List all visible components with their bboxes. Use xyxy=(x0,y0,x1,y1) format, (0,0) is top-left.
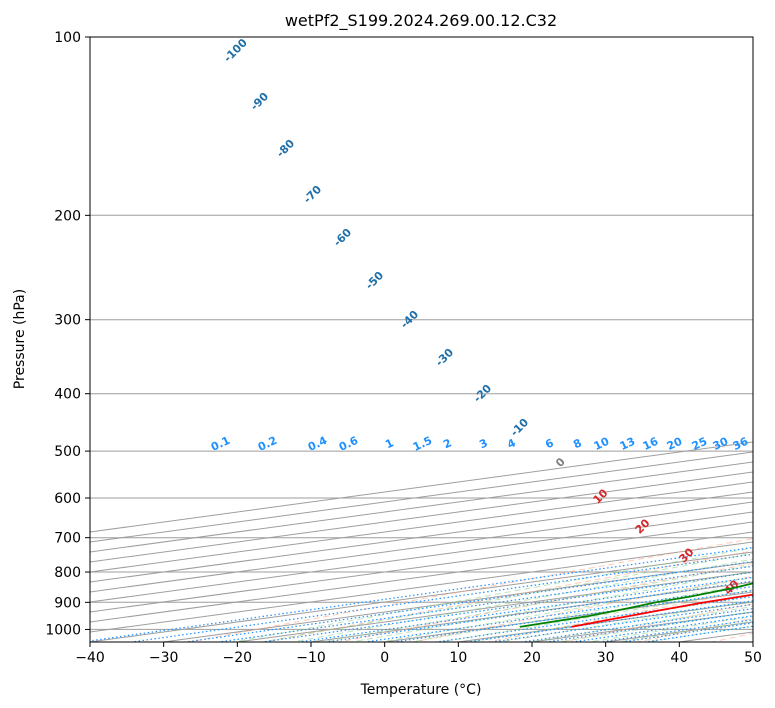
mixing-ratio-line xyxy=(568,615,753,642)
mixing-ratio-label: 16 xyxy=(641,435,661,453)
x-axis-label: Temperature (°C) xyxy=(360,682,482,698)
mixing-ratio-label: 3 xyxy=(477,436,489,451)
isotherm-line xyxy=(380,591,753,642)
moist-adiabat xyxy=(230,547,753,642)
y-tick-label: 700 xyxy=(54,531,81,547)
isotherm-line xyxy=(90,551,753,642)
temperature-profile-line xyxy=(571,593,753,628)
isotherm-line xyxy=(90,491,753,583)
x-tick-label: 40 xyxy=(670,650,688,666)
x-tick-label: −40 xyxy=(75,650,105,666)
mixing-ratio-line xyxy=(361,585,753,642)
mixing-ratio-line xyxy=(618,622,753,642)
y-tick-label: 100 xyxy=(54,30,81,46)
dry-adiabat-label: -20 xyxy=(471,382,494,405)
dry-adiabat xyxy=(709,632,753,642)
mixing-ratio-line xyxy=(127,553,753,642)
mixing-ratio-line xyxy=(214,565,753,642)
moist-adiabat xyxy=(585,615,753,642)
isotherm-line xyxy=(90,521,753,613)
mixing-ratio-label: 30 xyxy=(711,435,731,453)
dry-adiabat xyxy=(410,575,753,642)
mixing-ratio-label: 6 xyxy=(543,436,556,451)
dry-adiabats xyxy=(186,538,753,642)
wet-bulb-label: 20 xyxy=(633,516,653,536)
dry-adiabat-label: -60 xyxy=(331,226,354,249)
isotherm-line xyxy=(90,511,753,603)
dry-adiabat-label: -30 xyxy=(433,346,456,369)
plot-area: 0.1 0.2 0.4 0.6 1 1.5 2 3 4 6 8 10 13 16 20 25 30 36-100-… xyxy=(90,36,753,642)
mixing-ratio-label: 1 xyxy=(383,436,395,451)
isotherm-line xyxy=(90,481,753,573)
dry-adiabat-label: -50 xyxy=(363,269,386,292)
y-tick-label: 500 xyxy=(54,444,81,460)
moist-adiabat xyxy=(496,600,753,642)
dry-adiabat xyxy=(186,538,753,642)
x-tick-label: −10 xyxy=(296,650,326,666)
dry-adiabat xyxy=(260,550,753,642)
mixing-ratio-label: 25 xyxy=(690,435,709,453)
x-tick-label: −30 xyxy=(149,650,179,666)
moist-adiabat xyxy=(378,577,753,642)
mixing-ratio-label: 20 xyxy=(665,435,685,453)
moist-adiabat xyxy=(437,589,753,642)
plot-frame xyxy=(89,36,754,643)
mixing-ratio-label: 36 xyxy=(731,435,751,453)
dry-adiabat xyxy=(485,589,753,642)
moist-adiabat xyxy=(555,611,753,642)
y-tick-label: 800 xyxy=(54,565,81,581)
mixing-ratio-label: 8 xyxy=(571,436,583,451)
y-tick-label: 200 xyxy=(54,208,81,224)
y-axis-label: Pressure (hPa) xyxy=(12,289,28,389)
isotherm-line xyxy=(748,641,753,642)
mixing-ratio-label: 10 xyxy=(592,435,612,453)
dry-adiabat-label: -40 xyxy=(398,308,421,331)
y-tick-label: 1000 xyxy=(45,622,81,638)
y-tick-label: 600 xyxy=(54,491,81,507)
isotherm-line xyxy=(90,451,753,543)
moist-adiabat xyxy=(348,570,753,642)
y-tick-label: 300 xyxy=(54,313,81,329)
y-tick-label: 400 xyxy=(54,387,81,403)
mixing-ratio-line xyxy=(517,608,753,642)
y-axis-ticks: 100 200 300 400 500 600 700 800 900 1000 xyxy=(45,30,90,638)
dry-adiabat xyxy=(559,603,753,642)
mixing-ratio-line xyxy=(258,571,753,642)
mixing-ratio-lines xyxy=(90,546,753,642)
isotherm-line xyxy=(675,631,753,642)
x-tick-label: 10 xyxy=(449,650,467,666)
mixing-ratio-label: 13 xyxy=(618,435,637,453)
x-tick-label: −20 xyxy=(223,650,253,666)
dry-adiabat-label: -90 xyxy=(248,90,271,113)
isobar-grid xyxy=(90,37,753,630)
mixing-ratio-label: 2 xyxy=(441,436,453,451)
x-tick-label: 30 xyxy=(597,650,615,666)
isotherm-line xyxy=(90,461,753,553)
isotherm-grid xyxy=(90,441,753,642)
isotherm-line xyxy=(90,501,753,593)
x-axis-ticks: −40 −30 −20 −10 0 10 20 30 40 50 xyxy=(75,642,762,666)
isotherm-line xyxy=(90,531,753,623)
x-tick-label: 50 xyxy=(744,650,762,666)
dry-adiabat xyxy=(335,562,753,642)
isotherm-line xyxy=(90,471,753,563)
dry-adiabat-label: -80 xyxy=(274,137,297,160)
x-tick-label: 0 xyxy=(380,650,389,666)
dry-adiabat-label: -100 xyxy=(221,36,250,65)
y-tick-label: 900 xyxy=(54,595,81,611)
mixing-ratio-line xyxy=(542,611,753,642)
moist-adiabat xyxy=(259,552,753,642)
dry-adiabat-label: -70 xyxy=(301,183,324,206)
mixing-ratio-line xyxy=(181,561,753,642)
x-tick-label: 20 xyxy=(523,650,541,666)
chart-title: wetPf2_S199.2024.269.00.12.C32 xyxy=(285,11,557,31)
